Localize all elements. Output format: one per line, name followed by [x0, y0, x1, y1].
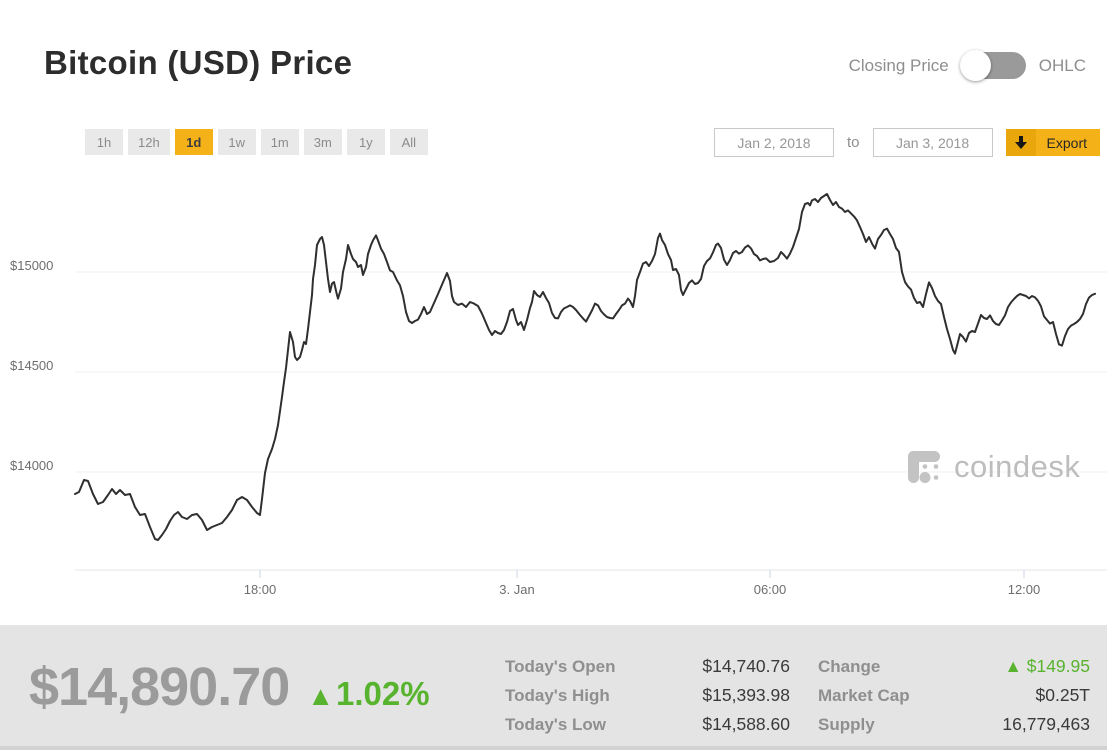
closing-price-label: Closing Price [848, 55, 949, 75]
stat-value-market-cap: $0.25T [1035, 685, 1090, 705]
daily-stats: Today's Open $14,740.76 Today's High $15… [505, 652, 1090, 739]
stat-label-open: Today's Open [505, 657, 616, 676]
stat-value-high: $15,393.98 [702, 685, 790, 705]
market-stats-table: Change ▲ $149.95 Market Cap $0.25T Suppl… [818, 652, 1090, 739]
today-stats-table: Today's Open $14,740.76 Today's High $15… [505, 652, 790, 739]
stat-label-high: Today's High [505, 686, 610, 705]
range-button-12h[interactable]: 12h [128, 129, 170, 155]
summary-bar [0, 625, 1107, 746]
stat-value-open: $14,740.76 [702, 656, 790, 676]
range-button-3m[interactable]: 3m [303, 129, 342, 155]
date-to-input[interactable] [872, 128, 993, 157]
range-button-1m[interactable]: 1m [260, 129, 299, 155]
coindesk-wordmark: coindesk [954, 449, 1081, 484]
stat-label-supply: Supply [818, 715, 875, 734]
x-axis-label: 3. Jan [499, 582, 535, 597]
price-chart[interactable] [0, 0, 1107, 600]
price-type-toggle-group: Closing Price OHLC [848, 50, 1086, 81]
range-button-1w[interactable]: 1w [217, 129, 256, 155]
to-label: to [847, 134, 860, 151]
up-arrow-icon: ▲ [307, 681, 334, 711]
price-type-toggle[interactable] [959, 50, 1026, 81]
range-selector: 1h 12h 1d 1w 1m 3m 1y All [85, 129, 428, 155]
coindesk-watermark: coindesk [905, 447, 1080, 487]
export-button-label: Export [1046, 134, 1087, 151]
ohlc-label: OHLC [1038, 55, 1086, 75]
date-range-controls: to Export [714, 128, 1100, 157]
stat-value-supply: 16,779,463 [1002, 714, 1090, 734]
change-percent-value: 1.02% [336, 675, 430, 712]
y-axis-label: $15000 [10, 258, 54, 273]
range-button-1y[interactable]: 1y [346, 129, 385, 155]
x-axis-label: 12:00 [1007, 582, 1041, 597]
range-button-all[interactable]: All [389, 129, 428, 155]
stat-value-change: ▲ $149.95 [1004, 656, 1090, 676]
stat-value-low: $14,588.60 [702, 714, 790, 734]
current-price-row: $14,890.70 ▲1.02% [29, 656, 430, 718]
range-button-1h[interactable]: 1h [85, 129, 123, 155]
page-title: Bitcoin (USD) Price [44, 44, 353, 81]
export-button[interactable]: Export [1005, 129, 1100, 156]
current-price: $14,890.70 [29, 657, 290, 717]
download-icon [1005, 129, 1036, 156]
date-from-input[interactable] [714, 128, 835, 157]
x-axis-label: 18:00 [243, 582, 277, 597]
stat-label-change: Change [818, 657, 881, 676]
range-button-1d[interactable]: 1d [174, 129, 213, 155]
stat-label-market-cap: Market Cap [818, 686, 910, 705]
toggle-knob[interactable] [959, 50, 991, 81]
price-change-percent: ▲1.02% [307, 675, 429, 713]
x-axis-label: 06:00 [753, 582, 787, 597]
y-axis-label: $14000 [10, 458, 54, 473]
page-bottom-edge [0, 746, 1107, 750]
price-line-series [74, 193, 1096, 541]
y-axis-label: $14500 [10, 358, 54, 373]
coindesk-logo-icon [908, 451, 940, 483]
stat-label-low: Today's Low [505, 715, 607, 734]
